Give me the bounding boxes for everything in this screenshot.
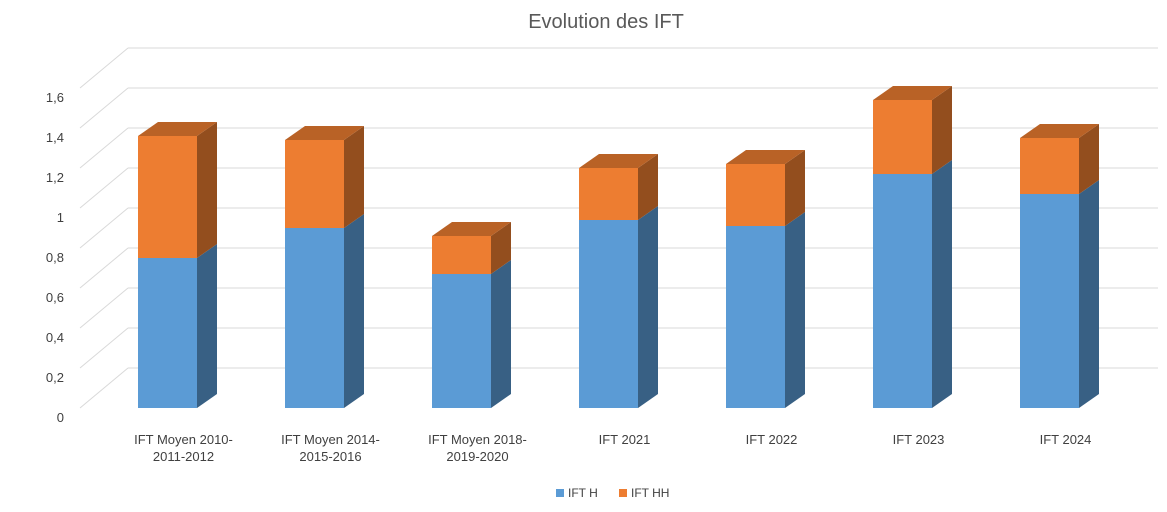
bar-segment-side <box>197 244 217 408</box>
bar-segment-ift-h <box>138 258 197 408</box>
bar-segment-side <box>932 86 952 174</box>
gridline-diagonal <box>79 327 129 369</box>
bar-segment-ift-h <box>432 274 491 408</box>
bar-segment-side <box>491 260 511 408</box>
bar-top-face <box>873 86 952 100</box>
bar-stack <box>285 126 364 408</box>
bar-segment-side <box>344 126 364 228</box>
gridline-diagonal <box>79 247 129 289</box>
gridline-diagonal <box>79 47 129 89</box>
bar-segment-side <box>1079 124 1099 194</box>
bar-segment-ift-hh <box>579 168 638 220</box>
gridline-diagonal <box>79 167 129 209</box>
x-axis-labels: IFT Moyen 2010-2011-2012 IFT Moyen 2014-2… <box>134 432 1091 464</box>
bar-top-face <box>726 150 805 164</box>
bar-top-face <box>138 122 217 136</box>
legend-label: IFT H <box>568 486 598 500</box>
gridline-diagonal <box>79 287 129 329</box>
bar-stack <box>873 86 952 408</box>
bar-segment-ift-hh <box>1020 138 1079 194</box>
bar-segment-ift-h <box>579 220 638 408</box>
bar-top-face <box>1020 124 1099 138</box>
bar-segment-ift-h <box>1020 194 1079 408</box>
bar-stack <box>138 122 217 408</box>
bar-segment-side <box>491 222 511 274</box>
bar-stack <box>432 222 511 408</box>
y-tick-label: 0 <box>57 410 64 425</box>
legend-swatch <box>619 489 627 497</box>
bar-stack <box>726 150 805 408</box>
bars <box>138 86 1099 408</box>
x-category-label: IFT 2022 <box>746 432 798 447</box>
y-tick-label: 1 <box>57 210 64 225</box>
bar-stack <box>579 154 658 408</box>
gridline-diagonal <box>79 207 129 249</box>
bar-top-face <box>579 154 658 168</box>
chart-title: Evolution des IFT <box>528 11 684 33</box>
bar-segment-ift-hh <box>432 236 491 274</box>
bar-segment-side <box>932 160 952 408</box>
bar-segment-side <box>638 154 658 220</box>
gridline-diagonal <box>79 87 129 129</box>
x-category-label: IFT Moyen 2014-2015-2016 <box>281 432 380 464</box>
y-tick-label: 0,4 <box>46 330 64 345</box>
bar-segment-ift-hh <box>873 100 932 174</box>
bar-segment-ift-hh <box>726 164 785 226</box>
bar-segment-side <box>638 206 658 408</box>
bar-top-face <box>285 126 364 140</box>
bar-segment-side <box>785 212 805 408</box>
bar-segment-ift-hh <box>138 136 197 258</box>
y-tick-label: 0,2 <box>46 370 64 385</box>
legend: IFT H IFT HH <box>556 486 669 500</box>
y-tick-label: 1,2 <box>46 170 64 185</box>
bar-segment-side <box>344 214 364 408</box>
x-category-label: IFT 2021 <box>599 432 651 447</box>
bar-top-face <box>432 222 511 236</box>
x-category-label: IFT Moyen 2010-2011-2012 <box>134 432 233 464</box>
legend-swatch <box>556 489 564 497</box>
x-category-label: IFT Moyen 2018-2019-2020 <box>428 432 527 464</box>
bar-segment-ift-h <box>726 226 785 408</box>
legend-label: IFT HH <box>631 486 669 500</box>
y-tick-label: 0,8 <box>46 250 64 265</box>
x-category-label: IFT 2024 <box>1040 432 1092 447</box>
bar-segment-ift-h <box>873 174 932 408</box>
gridline-diagonal <box>79 367 129 409</box>
y-tick-label: 0,6 <box>46 290 64 305</box>
bar-segment-side <box>197 122 217 258</box>
bar-segment-ift-h <box>285 228 344 408</box>
bar-segment-side <box>1079 180 1099 408</box>
y-axis-ticks: 0 0,2 0,4 0,6 0,8 1 1,2 1,4 1,6 <box>46 90 64 425</box>
y-tick-label: 1,6 <box>46 90 64 105</box>
bar-segment-side <box>785 150 805 226</box>
bar-segment-ift-hh <box>285 140 344 228</box>
bar-stack <box>1020 124 1099 408</box>
gridline-diagonal <box>79 127 129 169</box>
x-category-label: IFT 2023 <box>893 432 945 447</box>
y-tick-label: 1,4 <box>46 130 64 145</box>
